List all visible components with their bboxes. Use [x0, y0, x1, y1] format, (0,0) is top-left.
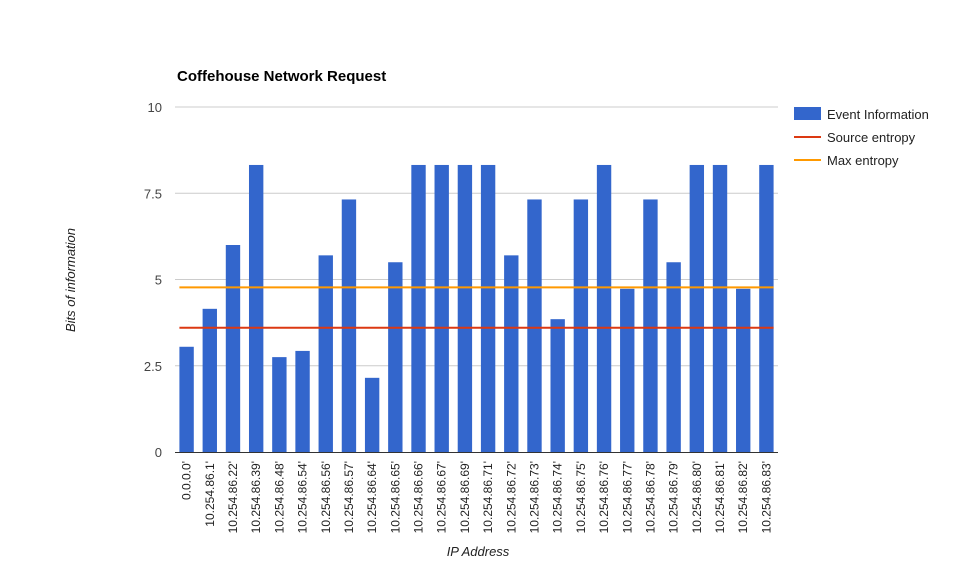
bar	[666, 262, 681, 452]
bar	[179, 346, 194, 452]
x-tick-label: 10.254.86.74'	[551, 461, 565, 533]
bar	[504, 255, 519, 452]
x-tick-label: 10.254.86.81'	[713, 461, 727, 533]
bar	[550, 319, 565, 452]
bar	[596, 164, 612, 452]
x-tick-label: 10.254.86.1'	[203, 461, 217, 527]
x-tick-labels: 0.0.0.0' 10.254.86.1' 10.254.86.22' 10.254.…	[180, 461, 774, 533]
x-tick-label: 10.254.86.64'	[365, 461, 379, 533]
x-tick-label: 10.254.86.67'	[435, 461, 449, 533]
chart-title: Coffehouse Network Request	[177, 68, 386, 85]
bar	[295, 350, 310, 452]
bar	[434, 164, 449, 452]
bar	[364, 377, 380, 452]
bar	[225, 245, 241, 452]
x-tick-label: 10.254.86.82'	[736, 461, 750, 533]
bar	[341, 199, 357, 452]
x-tick-label: 10.254.86.22'	[226, 461, 240, 533]
x-tick-label: 10.254.86.79'	[667, 461, 681, 533]
x-tick-label: 10.254.86.65'	[388, 461, 402, 533]
legend-swatch	[794, 107, 821, 120]
legend-label: Event Information	[827, 107, 929, 122]
y-tick-label: 0	[155, 445, 162, 460]
y-tick-label: 2.5	[144, 359, 162, 374]
bar	[480, 164, 496, 452]
bar	[689, 164, 705, 452]
y-tick-labels: 0 2.5 5 7.5 10	[144, 100, 162, 460]
reference-lines	[179, 286, 774, 329]
bar	[411, 164, 426, 452]
bars	[179, 164, 774, 452]
y-axis-title: Bits of information	[63, 228, 78, 332]
x-tick-label: 10.254.86.71'	[481, 461, 495, 533]
bar	[643, 199, 658, 452]
legend-label: Source entropy	[827, 130, 916, 145]
x-tick-label: 10.254.86.48'	[272, 461, 286, 533]
bar	[202, 308, 217, 452]
bar	[457, 164, 473, 452]
bar	[272, 357, 287, 452]
x-axis-title: IP Address	[447, 544, 510, 559]
bar	[620, 288, 635, 452]
x-tick-label: 10.254.86.77'	[620, 461, 634, 533]
x-tick-label: 10.254.86.76'	[597, 461, 611, 533]
bar	[736, 288, 751, 452]
x-tick-label: 10.254.86.54'	[296, 461, 310, 533]
x-tick-label: 10.254.86.75'	[574, 461, 588, 533]
x-tick-label: 10.254.86.73'	[527, 461, 541, 533]
x-tick-label: 0.0.0.0'	[180, 461, 194, 500]
y-tick-label: 10	[148, 100, 162, 115]
x-tick-label: 10.254.86.80'	[690, 461, 704, 533]
x-tick-label: 10.254.86.57'	[342, 461, 356, 533]
legend: Event Information Source entropy Max entro…	[794, 107, 929, 168]
x-tick-label: 10.254.86.69'	[458, 461, 472, 533]
x-tick-label: 10.254.86.39'	[249, 461, 263, 533]
bar	[318, 255, 333, 452]
x-tick-label: 10.254.86.78'	[643, 461, 657, 533]
bar	[527, 199, 542, 452]
x-tick-label: 10.254.86.72'	[504, 461, 518, 533]
legend-label: Max entropy	[827, 153, 899, 168]
y-tick-label: 7.5	[144, 186, 162, 201]
bar	[573, 199, 589, 452]
bar	[388, 262, 403, 452]
bar	[248, 164, 264, 452]
x-tick-label: 10.254.86.66'	[412, 461, 426, 533]
x-tick-label: 10.254.86.83'	[759, 461, 773, 533]
x-tick-label: 10.254.86.56'	[319, 461, 333, 533]
bar	[759, 164, 774, 452]
bar	[712, 164, 728, 452]
y-tick-label: 5	[155, 273, 162, 288]
